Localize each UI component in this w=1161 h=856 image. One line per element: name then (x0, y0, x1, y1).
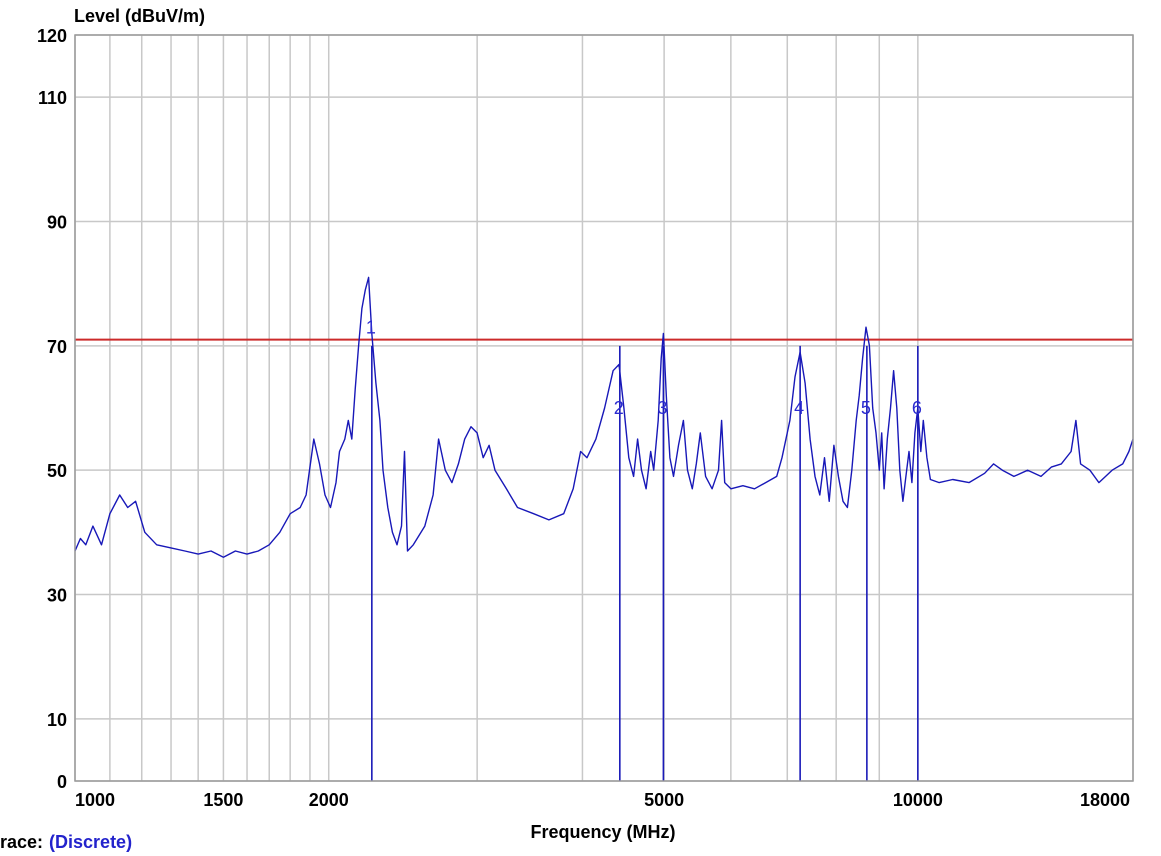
y-tick-label: 120 (37, 26, 67, 46)
x-axis-ticks: 1000 1500 2000 5000 10000 18000 (75, 790, 1130, 810)
x-axis-title: Frequency (MHz) (530, 822, 675, 842)
trace-label: race: (0, 832, 44, 852)
y-tick-label: 90 (47, 213, 67, 233)
x-tick-label: 2000 (309, 790, 349, 810)
trace-value: (Discrete) (49, 832, 133, 852)
x-tick-label: 5000 (644, 790, 684, 810)
marker-group: 1 2 3 4 5 6 (366, 317, 922, 781)
trace-line (74, 276, 1134, 558)
trace-group (74, 276, 1134, 558)
x-tick-label: 18000 (1080, 790, 1130, 810)
plot-frame (74, 34, 1134, 782)
y-axis-title: Level (dBuV/m) (74, 6, 205, 26)
y-tick-label: 70 (47, 337, 67, 357)
marker-label: 3 (657, 398, 667, 418)
x-tick-label: 1500 (203, 790, 243, 810)
marker-label: 5 (861, 398, 871, 418)
y-tick-label: 50 (47, 461, 67, 481)
x-tick-label: 1000 (75, 790, 115, 810)
marker-label: 2 (614, 398, 624, 418)
y-tick-label: 110 (38, 88, 67, 108)
y-axis-ticks: 0 10 30 50 70 90 110 120 (37, 26, 67, 792)
marker-label: 6 (912, 398, 922, 418)
x-tick-label: 10000 (893, 790, 943, 810)
y-tick-label: 30 (47, 586, 67, 606)
y-tick-label: 10 (47, 710, 67, 730)
trace-info: race: (Discrete) (0, 832, 132, 853)
y-tick-label: 0 (57, 772, 67, 792)
marker-label: 4 (794, 398, 804, 418)
marker-label: 1 (366, 317, 376, 337)
